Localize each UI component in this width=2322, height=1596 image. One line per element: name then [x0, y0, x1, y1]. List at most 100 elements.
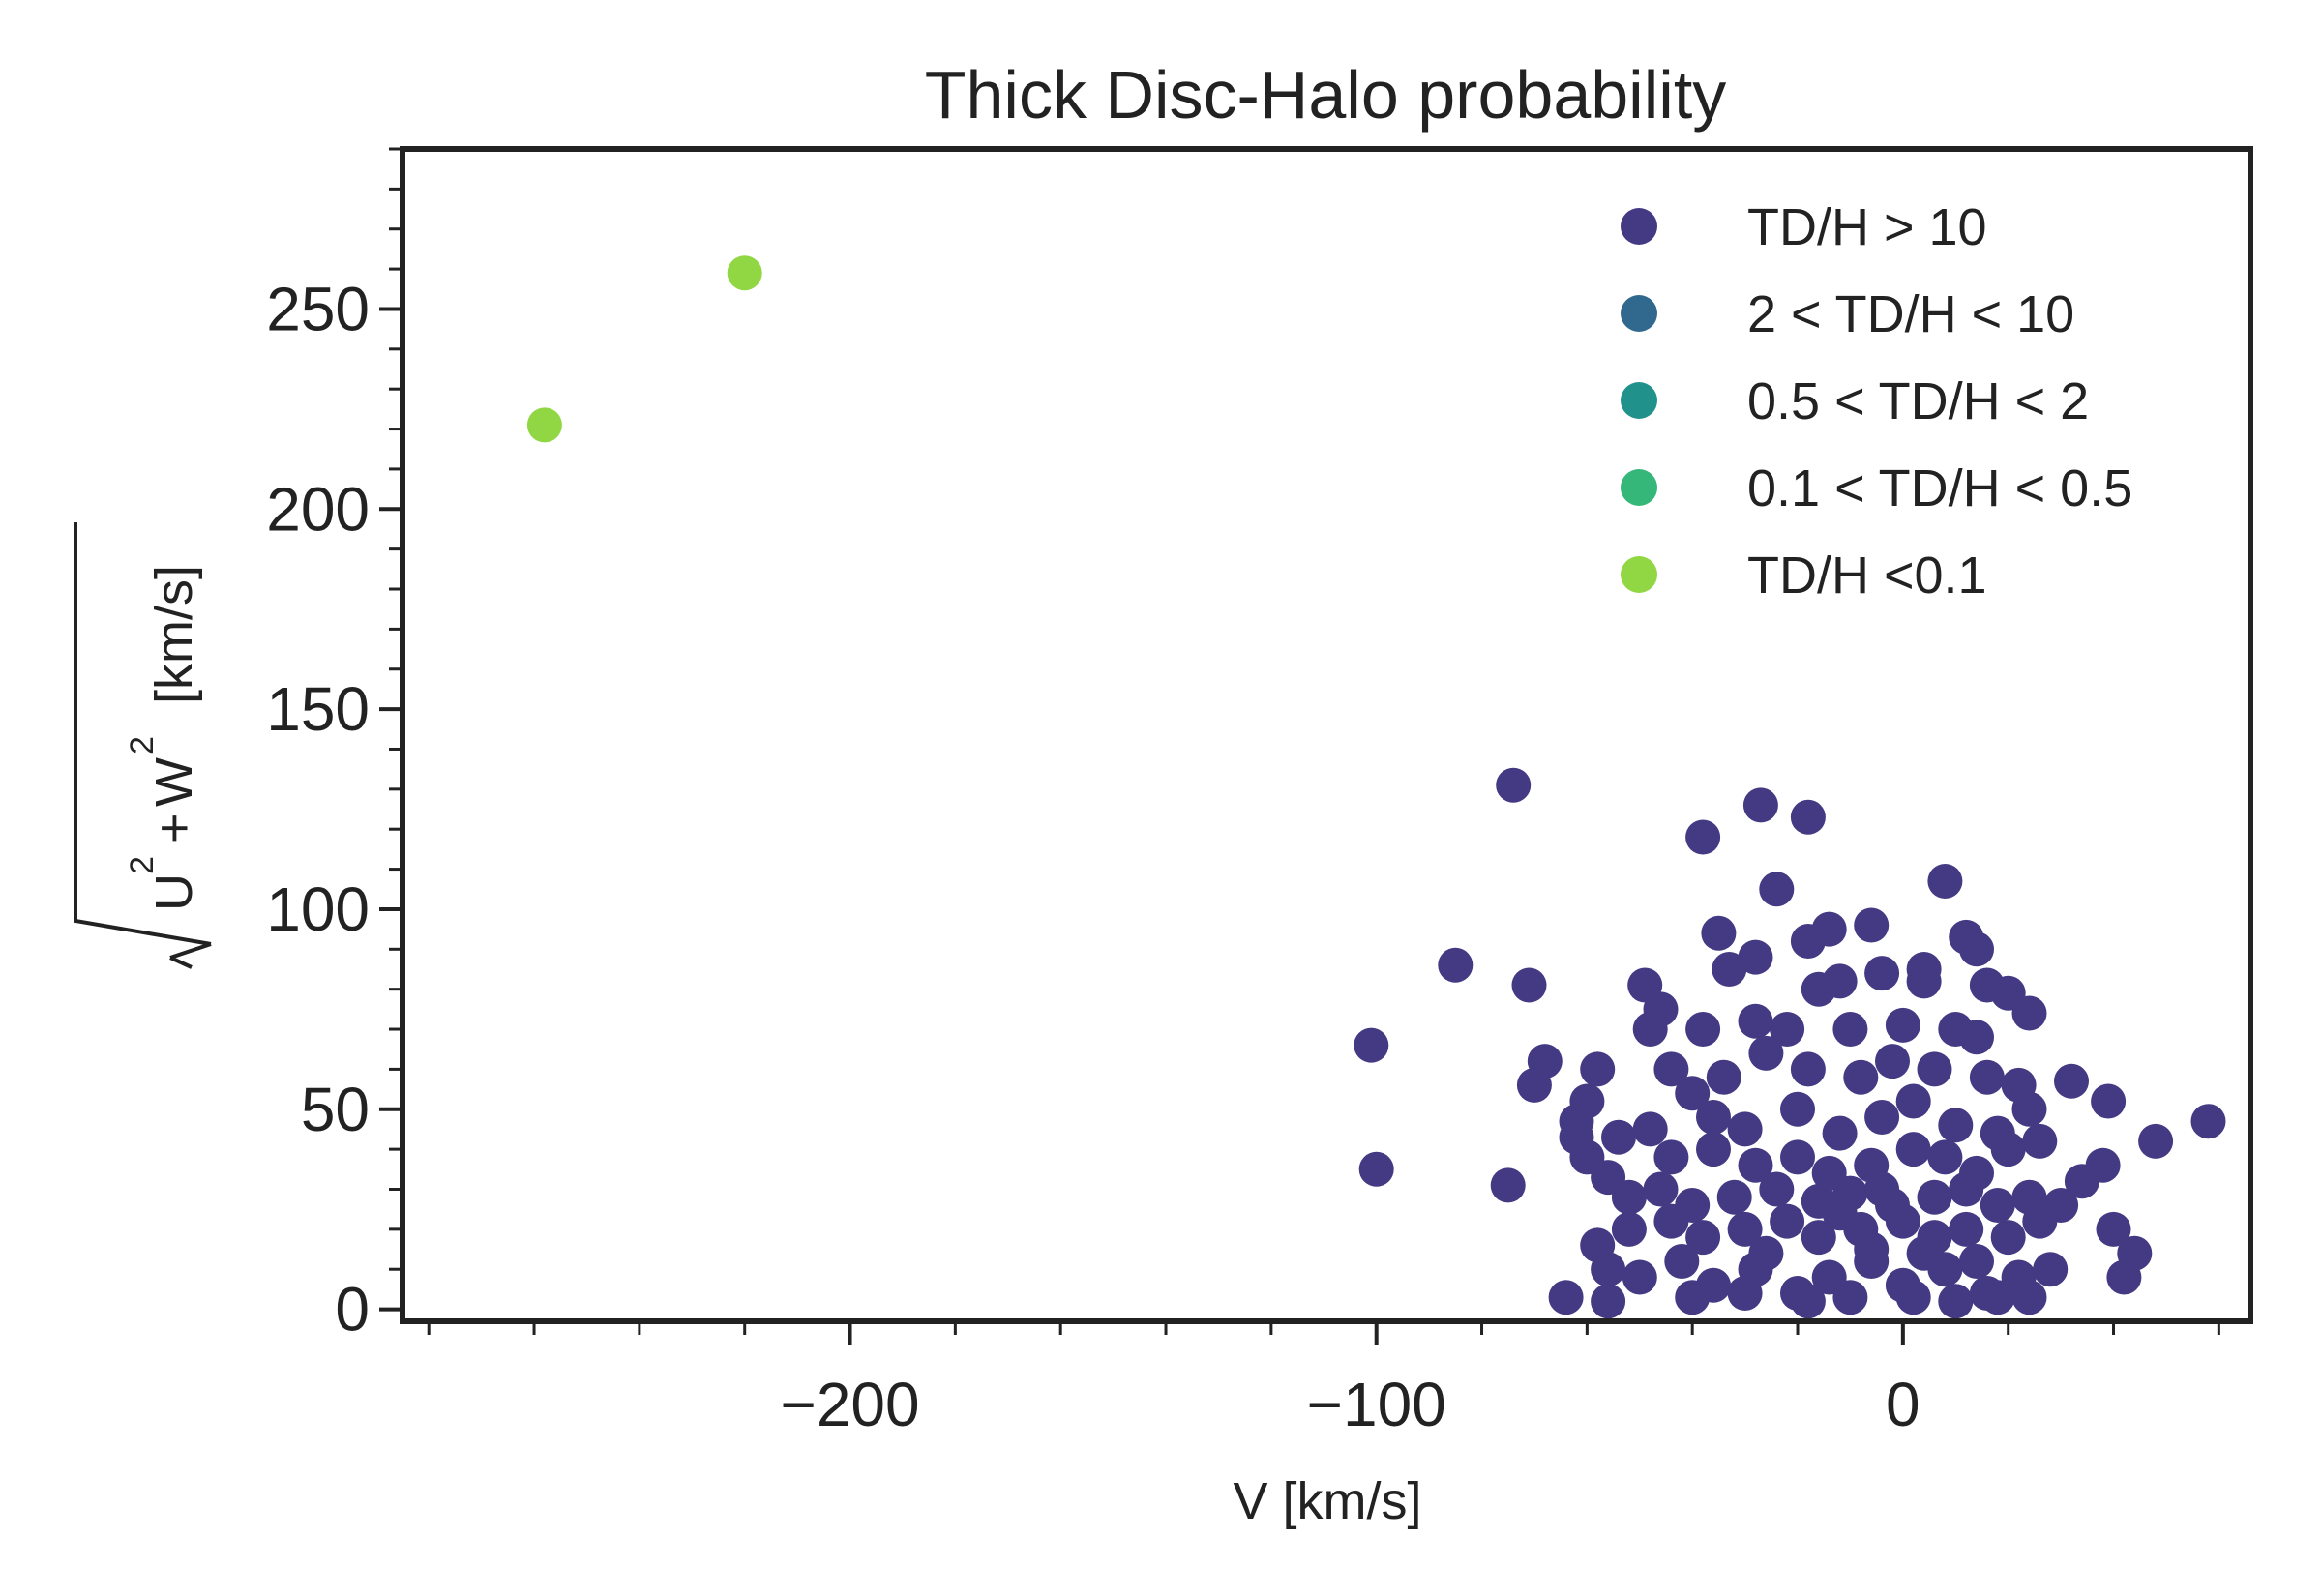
- data-point-s0-127: [1358, 1151, 1394, 1187]
- data-point-s0-65: [1696, 1132, 1731, 1167]
- legend-label: TD/H <0.1: [1747, 547, 1987, 605]
- data-point-s0-134: [2117, 1235, 2153, 1271]
- data-point-s0-120: [1727, 1276, 1763, 1311]
- data-point-s4-1: [727, 255, 762, 291]
- data-point-s0-62: [1601, 1119, 1636, 1155]
- data-point-s0-132: [2096, 1211, 2131, 1247]
- data-point-s0-48: [1875, 1044, 1910, 1079]
- data-point-s0-42: [1653, 1051, 1689, 1087]
- data-point-s0-70: [1895, 1132, 1931, 1167]
- legend-label: TD/H > 10: [1747, 198, 1987, 256]
- data-point-s0-128: [1490, 1167, 1526, 1203]
- data-point-s0-135: [1854, 1231, 1890, 1267]
- data-point-s0-16: [1511, 967, 1547, 1003]
- data-point-s0-50: [1969, 1059, 2005, 1095]
- data-point-s0-0: [1496, 767, 1532, 803]
- data-point-s0-95: [1770, 1203, 1805, 1239]
- data-point-s0-101: [1990, 1220, 2026, 1256]
- legend-marker: [1621, 295, 1657, 332]
- y-label-u-exponent: 2: [124, 856, 161, 874]
- data-point-s0-25: [1632, 1012, 1668, 1047]
- data-point-s0-84: [1917, 1179, 1952, 1215]
- data-point-s0-5: [1759, 872, 1795, 907]
- data-point-s0-138: [1748, 1235, 1784, 1271]
- data-point-s0-21: [1906, 963, 1942, 999]
- data-point-s0-44: [1706, 1059, 1742, 1095]
- data-point-s0-91: [1611, 1211, 1647, 1247]
- chart-title: Thick Disc-Halo probability: [925, 57, 1727, 133]
- data-point-s0-94: [1727, 1211, 1763, 1247]
- data-point-s0-137: [1959, 1244, 1994, 1279]
- y-label-w: W: [145, 757, 203, 807]
- y-tick-label: 200: [266, 474, 370, 544]
- data-point-s0-86: [1980, 1188, 2015, 1223]
- legend: TD/H > 10 2 < TD/H < 10 0.5 < TD/H < 2 0.1 …: [1621, 198, 2132, 605]
- data-point-s0-28: [1770, 1012, 1805, 1047]
- data-point-s0-26: [1685, 1012, 1721, 1047]
- data-point-s0-63: [1632, 1111, 1668, 1147]
- data-point-s0-76: [1611, 1179, 1647, 1215]
- data-point-s0-96: [1801, 1220, 1836, 1256]
- data-point-s0-71: [1927, 1139, 1963, 1175]
- y-label-u: U: [145, 873, 203, 911]
- legend-marker: [1621, 556, 1657, 593]
- x-tick-label: 0: [1886, 1370, 1920, 1439]
- data-point-s0-124: [1938, 1284, 1974, 1319]
- data-point-s4-0: [526, 407, 562, 443]
- data-point-s0-117: [1548, 1280, 1584, 1315]
- data-point-s0-105: [1622, 1259, 1657, 1295]
- data-point-s0-45: [1748, 1035, 1784, 1071]
- data-point-s0-1: [1742, 787, 1778, 823]
- data-point-s0-20: [1864, 956, 1900, 991]
- data-point-s0-104: [1591, 1252, 1626, 1287]
- data-point-s0-131: [2190, 1104, 2226, 1139]
- data-point-s0-6: [1701, 915, 1737, 951]
- data-point-s0-3: [1685, 819, 1721, 855]
- data-point-s0-2: [1790, 799, 1826, 835]
- y-label-plus: +: [145, 813, 203, 843]
- data-point-s0-55: [1780, 1091, 1815, 1127]
- data-point-s0-30: [1885, 1007, 1920, 1043]
- data-point-s0-15: [1438, 947, 1474, 983]
- data-point-s0-106: [1664, 1244, 1700, 1279]
- data-point-s0-56: [1822, 1115, 1858, 1151]
- data-point-s0-79: [1716, 1179, 1752, 1215]
- data-point-s0-12: [1738, 939, 1773, 975]
- axes: −200 −100 0 0 50 100 150 200 250: [266, 146, 2253, 1439]
- legend-label: 2 < TD/H < 10: [1747, 285, 2074, 343]
- y-tick-label: 250: [266, 274, 370, 343]
- data-point-s0-66: [1738, 1147, 1773, 1183]
- legend-marker: [1621, 208, 1657, 245]
- data-point-s0-118: [1591, 1284, 1626, 1319]
- legend-marker: [1621, 469, 1657, 506]
- data-point-s0-73: [1990, 1132, 2026, 1167]
- data-point-s0-130: [2138, 1123, 2174, 1159]
- data-point-s0-58: [1895, 1083, 1931, 1119]
- data-point-s0-47: [1843, 1059, 1879, 1095]
- data-point-s0-27: [1738, 1003, 1773, 1039]
- data-point-s0-32: [1959, 1020, 1994, 1055]
- data-point-s0-140: [1864, 1171, 1900, 1207]
- data-point-s0-8: [1790, 924, 1826, 959]
- data-point-s0-43: [1675, 1076, 1711, 1111]
- x-tick-label: −200: [780, 1370, 919, 1439]
- data-point-s0-80: [1759, 1171, 1795, 1207]
- data-point-s0-126: [2011, 1280, 2047, 1315]
- data-point-s0-59: [1938, 1108, 1974, 1143]
- data-point-s0-93: [1685, 1220, 1721, 1256]
- data-point-s0-36: [1516, 1067, 1552, 1103]
- data-point-s0-125: [1980, 1280, 2015, 1315]
- data-point-s0-9: [1854, 907, 1890, 943]
- data-point-s0-19: [1801, 971, 1836, 1007]
- data-point-s0-100: [1949, 1211, 1984, 1247]
- data-point-s0-61: [2011, 1091, 2047, 1127]
- legend-label: 0.1 < TD/H < 0.5: [1747, 459, 2132, 517]
- data-point-s0-129: [2091, 1083, 2127, 1119]
- data-point-s0-119: [1675, 1280, 1711, 1315]
- data-point-s0-122: [1832, 1280, 1868, 1315]
- y-tick-label: 50: [301, 1075, 370, 1144]
- plot-area: [526, 255, 2226, 1319]
- plot-frame: [400, 146, 2253, 1324]
- data-point-s0-102: [2022, 1203, 2058, 1239]
